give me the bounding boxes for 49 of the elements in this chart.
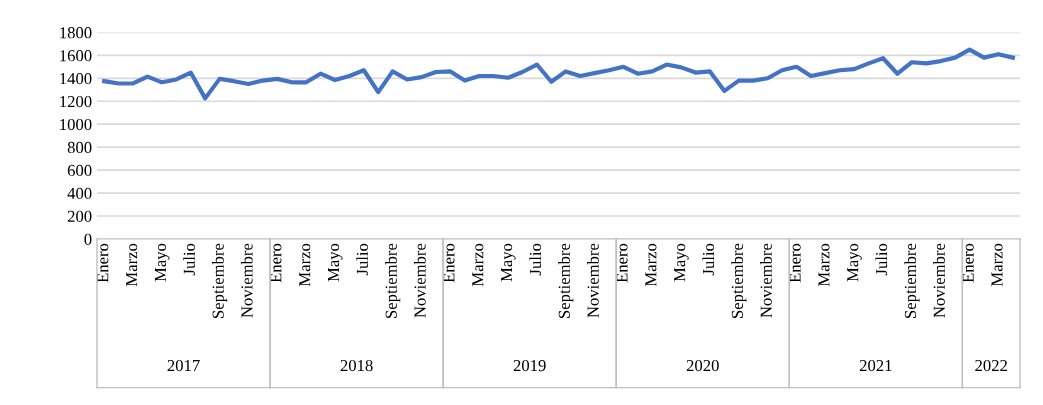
text: 2022 bbox=[975, 359, 1007, 372]
x-tick-label: Marzo bbox=[472, 243, 484, 287]
x-tick-label: Marzo bbox=[818, 243, 830, 287]
y-tick-label: 0 bbox=[84, 233, 92, 245]
x-tick-label: Noviembre bbox=[587, 243, 599, 318]
y-tick-label: 1000 bbox=[60, 118, 92, 131]
y-tick-label: 400 bbox=[67, 187, 92, 199]
x-tick-label: Mayo bbox=[154, 243, 170, 282]
x-tick-label: Julio bbox=[702, 243, 715, 276]
y-tick-label: 200 bbox=[67, 210, 92, 222]
x-tick-label: Enero bbox=[789, 243, 801, 283]
line-series bbox=[102, 47, 1015, 101]
y-tick-label: 1400 bbox=[60, 73, 92, 85]
y-tick-label: 800 bbox=[67, 141, 92, 154]
x-tick-label: Noviembre bbox=[760, 243, 772, 318]
x-tick-label: Mayo bbox=[501, 243, 516, 282]
text: 2021 bbox=[859, 359, 892, 372]
x-tick-label: Septiembre bbox=[731, 243, 747, 318]
x-tick-label: Julio bbox=[529, 243, 542, 276]
y-tick-label: 1600 bbox=[60, 50, 92, 62]
x-tick-label: Septiembre bbox=[904, 243, 920, 318]
x-tick-label: Mayo bbox=[847, 243, 862, 282]
x-tick-label: Enero bbox=[616, 243, 628, 283]
x-tick-label: Septiembre bbox=[558, 243, 574, 318]
x-tick-label: Noviembre bbox=[240, 243, 253, 318]
y-tick-label: 1200 bbox=[60, 95, 92, 108]
text: 2020 bbox=[686, 359, 719, 372]
x-tick-label: Enero bbox=[270, 243, 282, 283]
x-tick-label: Marzo bbox=[991, 243, 1003, 287]
y-tick-label: 600 bbox=[67, 164, 92, 177]
x-tick-label: Noviembre bbox=[933, 243, 945, 318]
x-tick-label: Noviembre bbox=[413, 243, 426, 318]
x-tick-label: Julio bbox=[183, 243, 195, 276]
x-tick-label: Marzo bbox=[126, 243, 138, 287]
x-tick-label: Marzo bbox=[645, 243, 657, 287]
x-tick-label: Julio bbox=[356, 243, 368, 276]
x-tick-label: Enero bbox=[443, 243, 455, 283]
x-tick-label: Marzo bbox=[299, 243, 311, 287]
text: 2017 bbox=[167, 359, 200, 372]
x-tick-label: Enero bbox=[97, 243, 109, 283]
x-tick-label: Enero bbox=[962, 243, 974, 283]
x-tick-label: Mayo bbox=[328, 243, 343, 282]
x-tick-label: Septiembre bbox=[212, 243, 228, 318]
x-tick-label: Mayo bbox=[674, 243, 689, 282]
x-tick-label: Septiembre bbox=[385, 243, 401, 318]
y-tick-label: 1800 bbox=[60, 27, 92, 39]
text: 2019 bbox=[513, 359, 546, 372]
x-tick-label: Julio bbox=[875, 243, 888, 276]
text: 2018 bbox=[340, 359, 373, 372]
